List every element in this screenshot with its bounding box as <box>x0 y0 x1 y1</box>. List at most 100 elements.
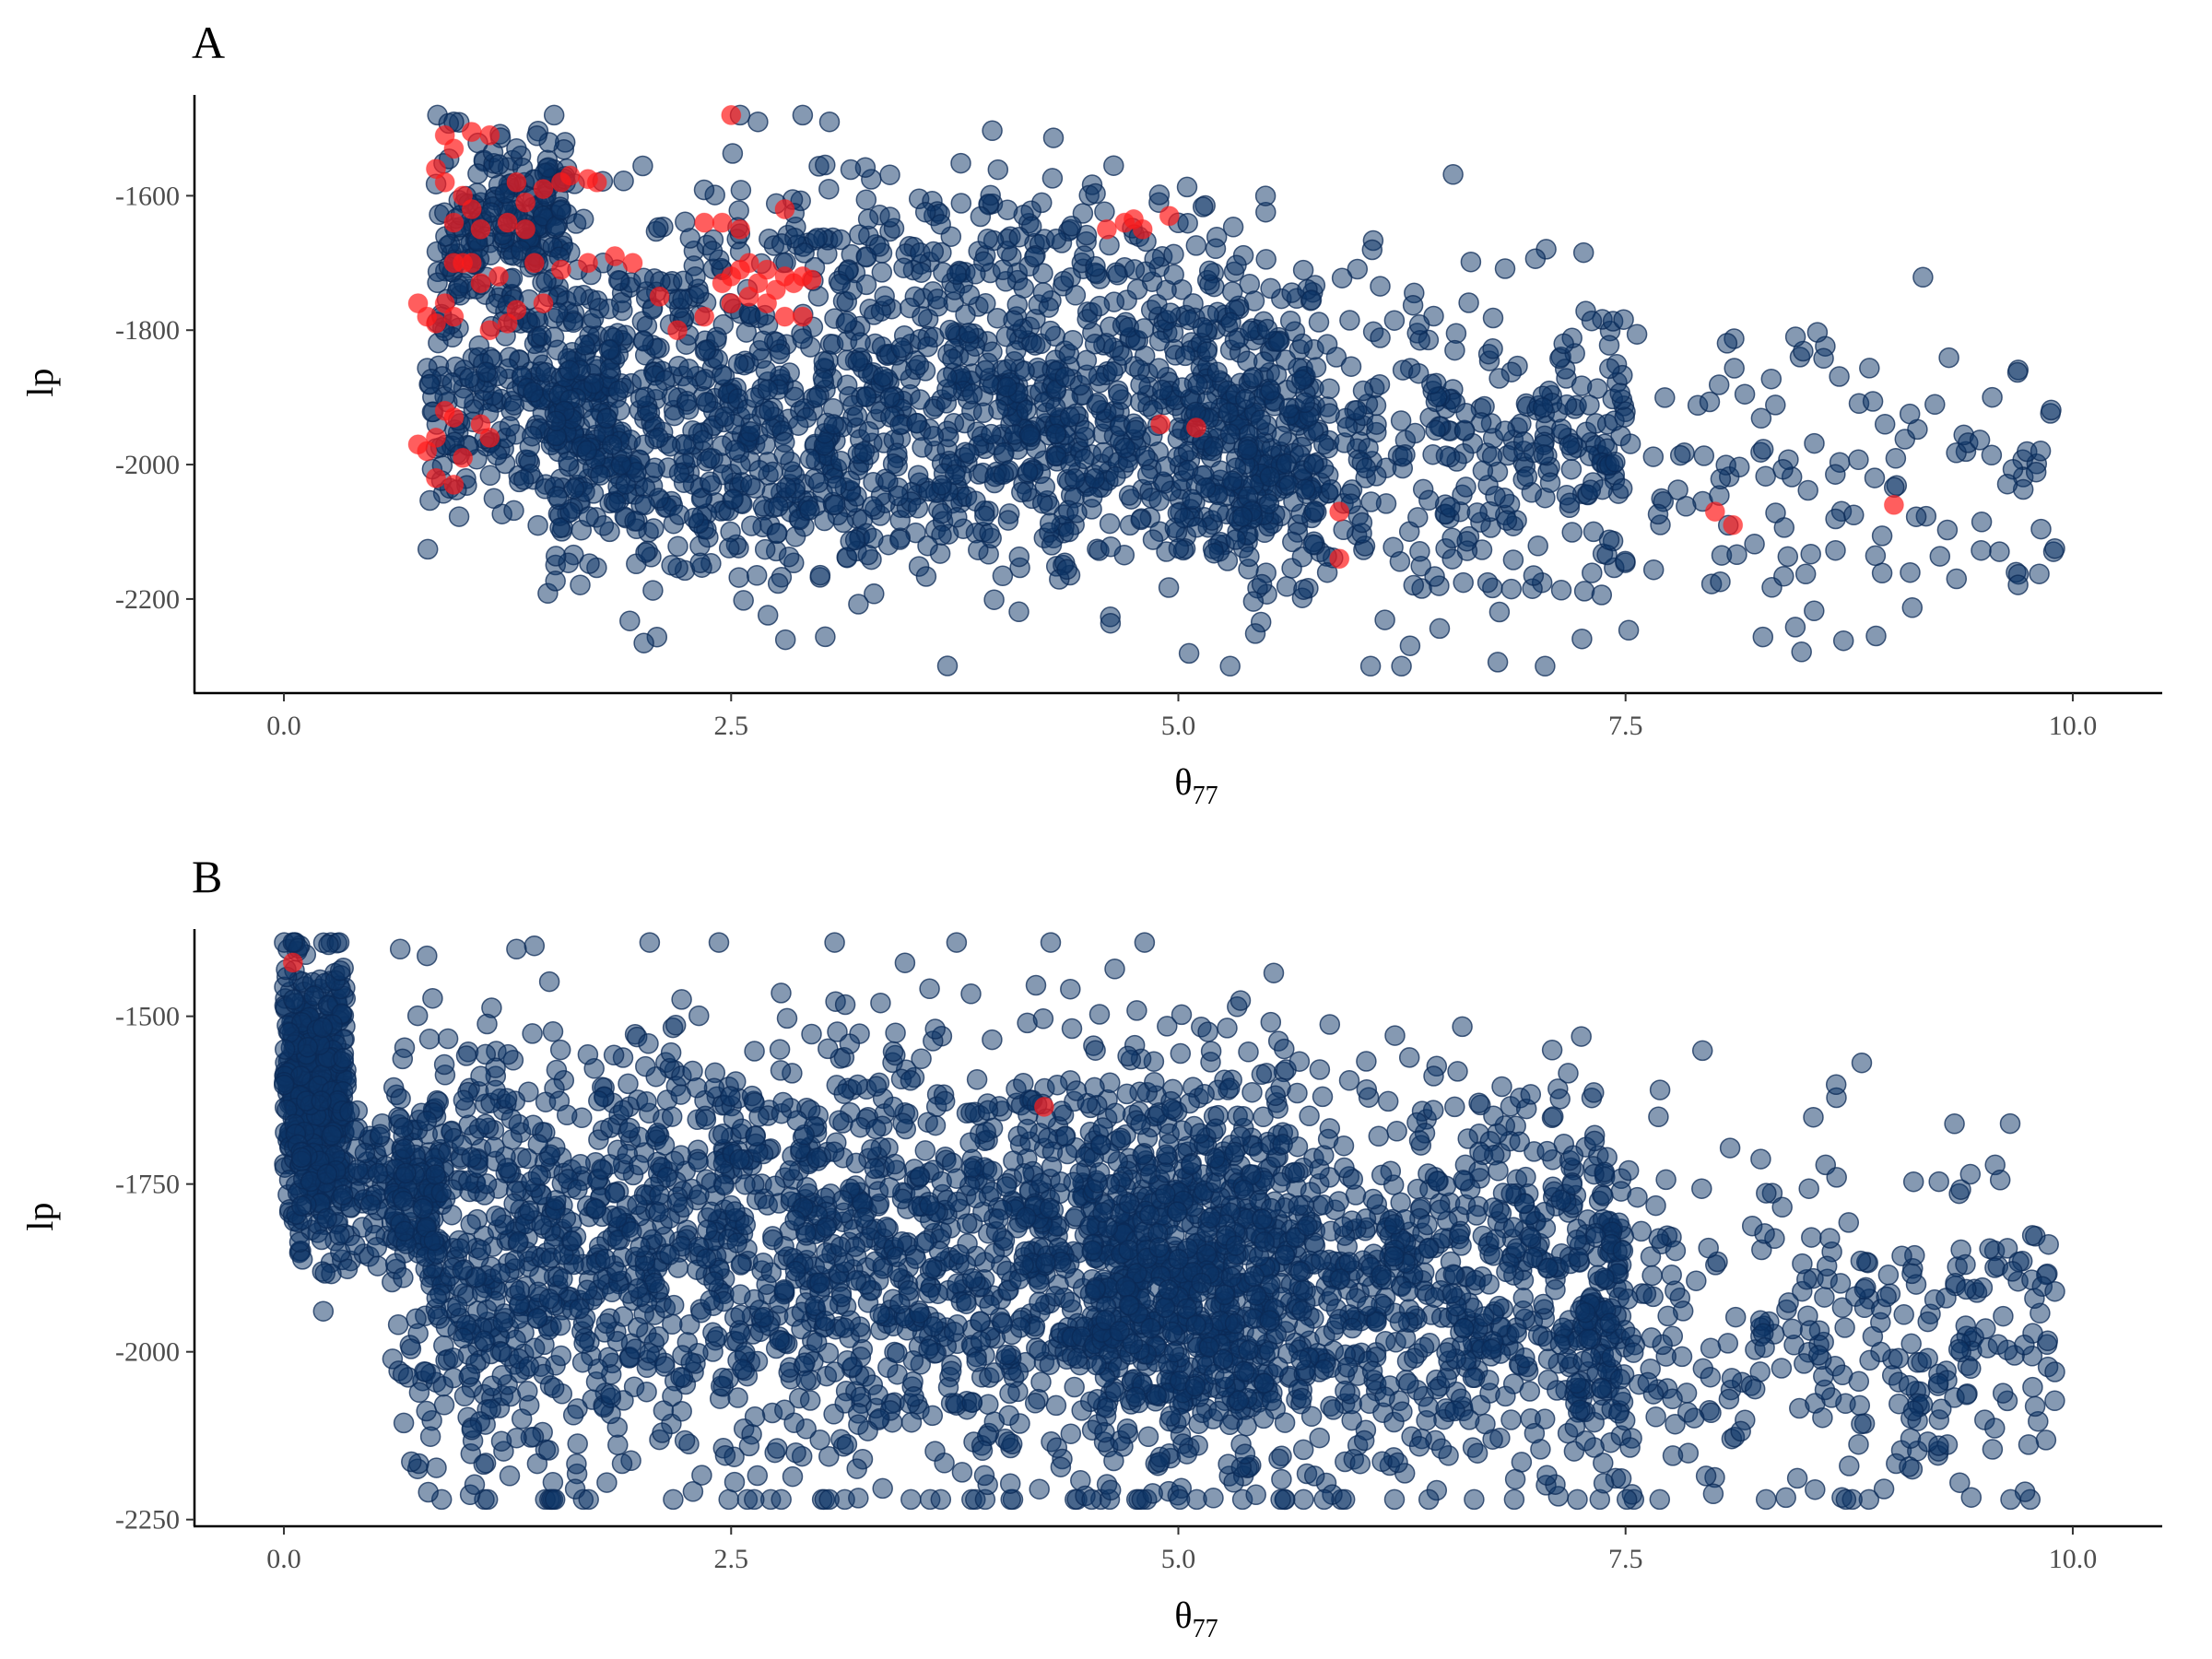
panel-a-background-point <box>1221 470 1243 491</box>
panel-a-background-point <box>661 555 682 576</box>
panel-a-background-point <box>1533 444 1555 465</box>
panel-a-background-point <box>794 242 815 264</box>
panel-a-background-point <box>1871 525 1893 547</box>
panel-a-background-point <box>499 416 521 437</box>
panel-a-background-point <box>1615 550 1636 572</box>
panel-b-background-point <box>499 1465 521 1487</box>
panel-a-background-point <box>1481 445 1503 467</box>
panel-a-background-point <box>453 387 475 409</box>
panel-a-background-point <box>1455 477 1477 498</box>
panel-a-background-point <box>882 453 904 475</box>
panel-b-background-point <box>779 1159 801 1182</box>
panel-a-background-point <box>1084 467 1106 489</box>
panel-a-background-point <box>1605 452 1626 473</box>
panel-a-background-point <box>830 450 852 472</box>
panel-a-background-point <box>1084 334 1106 355</box>
panel-a-background-point <box>647 379 668 401</box>
panel-a-background-point <box>1124 259 1146 280</box>
panel-b-background-point <box>914 1140 936 1161</box>
panel-a-background-point <box>1583 521 1605 543</box>
panel-a-background-point <box>733 590 754 611</box>
panel-a-highlight-point <box>515 218 536 240</box>
panel-b-background-point <box>359 1194 382 1216</box>
panel-a-background-point <box>1331 267 1353 288</box>
panel-a-highlight-point <box>694 212 715 233</box>
panel-a-background-point <box>1103 155 1124 176</box>
panel-a-highlight-point <box>721 293 742 314</box>
panel-a-background-point <box>1039 512 1061 534</box>
panel-a-highlight-point <box>443 212 465 233</box>
panel-a-background-point <box>1100 535 1122 558</box>
panel-b-background-point <box>872 1477 893 1500</box>
panel-a-background-point <box>2007 574 2029 595</box>
panel-a-background-point <box>1303 453 1324 475</box>
panel-a-background-point <box>448 506 470 527</box>
panel-a-highlight-point <box>774 199 795 219</box>
panel-a-background-point <box>1825 464 1846 485</box>
panel-a-background-point <box>1163 243 1184 265</box>
panel-a-background-point <box>968 539 989 560</box>
panel-a-background-point <box>479 465 501 487</box>
panel-a-background-point <box>1883 477 1905 499</box>
panel-b-background-point <box>288 1231 311 1253</box>
panel-a-background-point <box>909 389 931 410</box>
panel-b-background-point <box>671 1400 692 1422</box>
panel-a-highlight-point <box>497 312 518 334</box>
panel-a-background-point <box>1734 383 1756 405</box>
panel-a-background-point <box>1066 502 1088 524</box>
panel-b-background-point <box>956 1213 978 1234</box>
panel-a-background-point <box>889 529 911 550</box>
panel-a-background-point <box>1494 420 1516 441</box>
panel-a-background-point <box>1487 652 1509 673</box>
panel-b-background-point <box>318 934 339 956</box>
panel-a-background-point <box>550 199 572 220</box>
panel-a-background-point <box>1114 437 1136 459</box>
panel-a-background-point <box>1794 563 1817 585</box>
panel-a-background-point <box>1791 641 1812 663</box>
panel-a-background-point <box>503 500 524 522</box>
panel-a-background-point <box>855 386 877 407</box>
panel-a-background-point <box>1352 380 1374 402</box>
panel-a-background-point <box>427 272 448 294</box>
panel-a-highlight-point <box>461 253 482 274</box>
panel-a-background-point <box>1254 185 1277 206</box>
panel-b-background-point <box>638 1033 659 1054</box>
panel-a-background-point <box>1276 576 1298 597</box>
panel-a-background-point <box>1929 546 1951 567</box>
panel-a-background-point <box>1407 362 1430 384</box>
panel-a-highlight-point <box>1883 494 1904 515</box>
panel-a-background-point <box>1864 467 1886 488</box>
panel-a-highlight-point <box>426 467 446 488</box>
panel-a-background-point <box>1136 465 1159 486</box>
panel-a-highlight-point <box>757 293 778 314</box>
panel-b-background-point <box>345 1234 366 1256</box>
panel-a-background-point <box>601 434 623 455</box>
panel-a-background-point <box>1148 184 1171 206</box>
panel-b-background-point <box>900 1488 922 1511</box>
panel-a-background-point <box>1693 445 1715 466</box>
panel-b-background-point <box>767 1438 788 1459</box>
panel-a-background-point <box>605 492 627 513</box>
panel-a-background-point <box>1482 338 1503 359</box>
panel-a-highlight-point <box>792 306 813 327</box>
panel-a-background-point <box>1752 626 1774 648</box>
panel-a-background-point <box>1760 368 1783 390</box>
panel-a-highlight-point <box>649 286 670 307</box>
panel-a-background-point <box>792 104 814 126</box>
panel-b-background-point <box>455 1045 477 1066</box>
panel-b-background-point <box>1197 1021 1218 1042</box>
panel-b-background-point <box>367 1162 389 1184</box>
panel-a-background-point <box>1265 364 1288 385</box>
panel-a-background-point <box>1553 333 1574 355</box>
panel-a-highlight-point <box>443 407 465 428</box>
panel-a-background-point <box>1016 399 1037 421</box>
panel-a-background-point <box>1142 529 1164 550</box>
panel-a-background-point <box>930 214 951 235</box>
panel-a-background-point <box>1442 164 1464 185</box>
panel-a-background-point <box>959 284 981 306</box>
panel-b-background-point <box>283 989 304 1010</box>
panel-a-highlight-point <box>694 306 715 327</box>
panel-a-background-point <box>1085 182 1106 205</box>
panel-a-background-point <box>1724 358 1745 379</box>
panel-b-background-point <box>370 1124 391 1146</box>
